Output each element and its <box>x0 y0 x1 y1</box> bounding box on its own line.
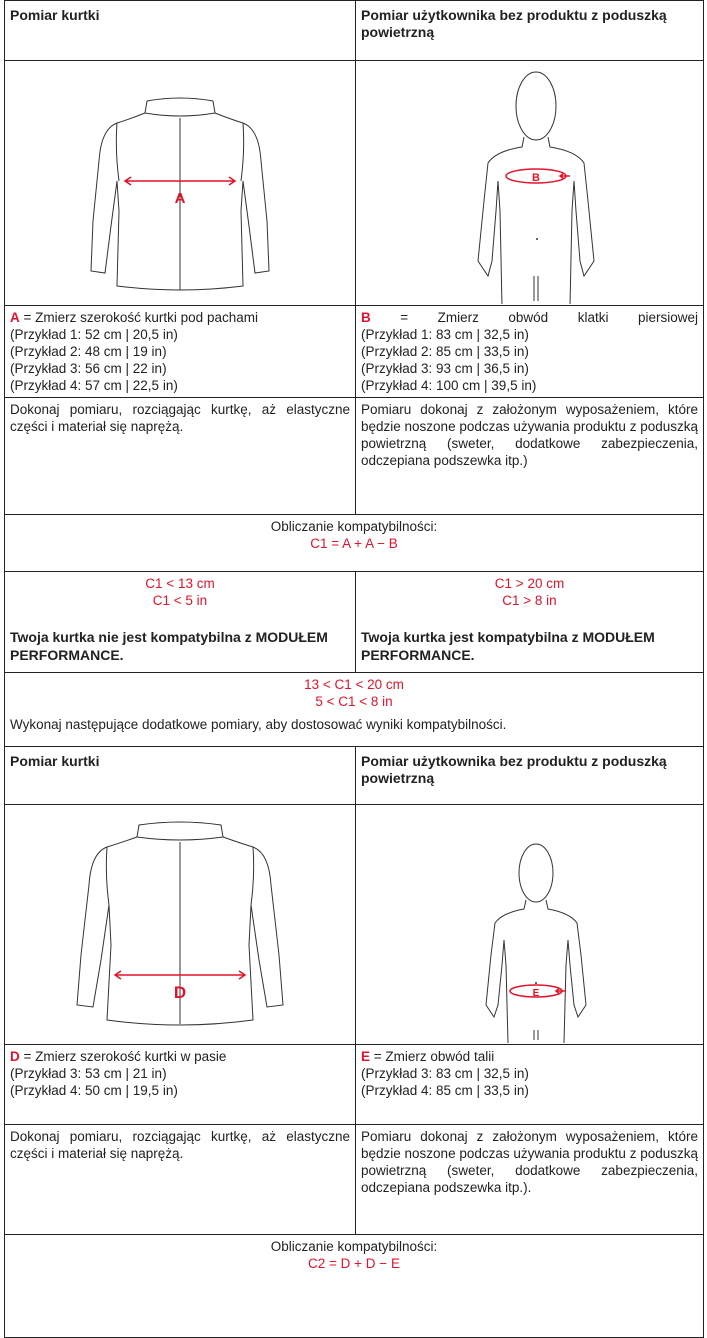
condition: C1 < 13 cm <box>145 576 215 591</box>
table-row: Obliczanie kompatybilności: C1 = A + A − … <box>4 514 704 572</box>
condition: C1 > 20 cm <box>494 576 565 591</box>
condition: 5 < C1 < 8 in <box>315 694 393 709</box>
drawing-part: A = Zmierz szerokość kurtki pod pachami <box>10 309 350 326</box>
example-line: (Przykład 3: 53 cm | 21 in) <box>10 1066 167 1081</box>
table-row: C1 < 13 cm C1 < 5 in Twoja kurtka nie jes… <box>4 571 704 673</box>
text: Wykonaj następujące dodatkowe pomiary, a… <box>10 717 507 732</box>
note-cell: Pomiaru dokonaj z założonym wyposażeniem… <box>355 1124 704 1235</box>
drawing-part <box>115 118 245 290</box>
description-cell: D = Zmierz szerokość kurtki w pasie (Prz… <box>4 1044 356 1125</box>
text: Twoja kurtka jest kompatybilna z MODUŁEM… <box>361 629 655 663</box>
key-label: A <box>10 310 20 325</box>
measurement-table: Pomiar kurtki Pomiar użytkownika bez pro… <box>4 0 704 1338</box>
condition: C1 > 8 in <box>502 593 557 608</box>
header-cell: Pomiar kurtki <box>4 746 356 805</box>
drawing-part <box>123 176 237 186</box>
text: = Zmierz obwód talii <box>373 1049 495 1064</box>
key-label: B <box>361 310 371 325</box>
note-cell: Dokonaj pomiaru, rozciągając kurtkę, aż … <box>4 1124 356 1235</box>
table-row: A = Zmierz szerokość kurtki pod pachami … <box>4 305 704 398</box>
example-line: (Przykład 2: 48 cm | 19 in) <box>10 344 167 359</box>
description-cell: E = Zmierz obwód talii (Przykład 3: 83 c… <box>355 1044 704 1125</box>
header-cell: Pomiar użytkownika bez produktu z podusz… <box>355 746 704 805</box>
example-line: (Przykład 1: 52 cm | 20,5 in) <box>10 327 178 342</box>
drawing-part <box>536 238 538 240</box>
example-line: (Przykład 4: 50 cm | 19,5 in) <box>10 1083 178 1098</box>
note-cell: Pomiaru dokonaj z założonym wyposażeniem… <box>355 397 704 515</box>
header-cell: Pomiar kurtki <box>4 0 356 61</box>
condition: C1 < 5 in <box>152 593 208 608</box>
image-cell: E <box>355 804 704 1045</box>
drawing-part <box>113 970 247 980</box>
table-row: A B <box>4 60 704 306</box>
marker-label: E <box>533 988 540 999</box>
example-line: (Przykład 4: 100 cm | 39,5 in) <box>361 378 537 393</box>
table-row: Dokonaj pomiaru, rozciągając kurtkę, aż … <box>4 397 704 515</box>
drawing-part <box>515 71 557 141</box>
drawing-part: D = Zmierz szerokość kurtki w pasie <box>10 1048 350 1065</box>
image-cell: D <box>4 804 356 1045</box>
key-label: E <box>361 1049 371 1064</box>
drawing-part <box>554 987 566 995</box>
marker-label: B <box>532 172 540 184</box>
table-row: 13 < C1 < 20 cm 5 < C1 < 8 in Wykonaj nas… <box>4 672 704 747</box>
image-cell: A <box>4 60 356 306</box>
text: C2 = D + D − E <box>308 1256 400 1271</box>
example-line: (Przykład 3: 56 cm | 22 in) <box>10 361 167 376</box>
example-line: (Przykład 4: 57 cm | 22,5 in) <box>10 378 178 393</box>
text: Obliczanie kompatybilności: <box>270 519 438 534</box>
example-line: (Przykład 3: 93 cm | 36,5 in) <box>361 361 529 376</box>
drawing-part: B = Zmierz obwód klatki piersiowej <box>361 309 698 326</box>
text: = Zmierz szerokość kurtki w pasie <box>23 1049 227 1064</box>
marker-label: A <box>175 190 186 207</box>
drawing-part <box>535 982 537 984</box>
example-line: (Przykład 1: 83 cm | 32,5 in) <box>361 327 529 342</box>
drawing-part <box>477 136 595 304</box>
jacket-drawing: A <box>90 97 270 291</box>
result-cell: C1 > 20 cm C1 > 8 in Twoja kurtka jest ko… <box>355 571 704 673</box>
image-cell: B <box>355 60 704 306</box>
description-cell: A = Zmierz szerokość kurtki pod pachami … <box>4 305 356 398</box>
drawing-part: E = Zmierz obwód talii <box>361 1048 698 1065</box>
text: = Zmierz szerokość kurtki pod pachami <box>23 310 258 325</box>
drawing-part <box>485 899 587 1043</box>
marker-label: D <box>174 983 186 1002</box>
example-line: (Przykład 3: 83 cm | 32,5 in) <box>361 1066 529 1081</box>
drawing-part <box>144 97 216 117</box>
formula-cell: Obliczanie kompatybilności: C2 = D + D − … <box>4 1234 704 1338</box>
table-row: Obliczanie kompatybilności: C2 = D + D − … <box>4 1234 704 1338</box>
table-row: D E <box>4 804 704 1045</box>
header-cell: Pomiar użytkownika bez produktu z podusz… <box>355 0 704 61</box>
text: C1 = A + A − B <box>310 536 398 551</box>
example-line: (Przykład 4: 85 cm | 33,5 in) <box>361 1083 529 1098</box>
body-drawing: E <box>485 843 587 1043</box>
range-cell: 13 < C1 < 20 cm 5 < C1 < 8 in Wykonaj nas… <box>4 672 704 747</box>
condition: 13 < C1 < 20 cm <box>304 677 404 692</box>
text: Obliczanie kompatybilności: <box>270 1239 438 1254</box>
table-row: D = Zmierz szerokość kurtki w pasie (Prz… <box>4 1044 704 1125</box>
jacket-drawing: D <box>76 821 284 1026</box>
table-row: Dokonaj pomiaru, rozciągając kurtkę, aż … <box>4 1124 704 1235</box>
example-line: (Przykład 2: 85 cm | 33,5 in) <box>361 344 529 359</box>
drawing-part <box>105 842 255 1024</box>
text: Twoja kurtka nie jest kompatybilna z MOD… <box>10 629 328 663</box>
description-cell: B = Zmierz obwód klatki piersiowej (Przy… <box>355 305 704 398</box>
drawing-part <box>518 843 554 903</box>
formula-cell: Obliczanie kompatybilności: C1 = A + A − … <box>4 514 704 572</box>
drawing-part <box>136 821 224 841</box>
note-cell: Dokonaj pomiaru, rozciągając kurtkę, aż … <box>4 397 356 515</box>
key-label: D <box>10 1049 20 1064</box>
table-row: Pomiar kurtki Pomiar użytkownika bez pro… <box>4 0 704 61</box>
drawing-part: Pomiar kurtki Pomiar użytkownika bez pro… <box>4 0 704 1338</box>
body-drawing: B <box>477 71 595 304</box>
table-row: Pomiar kurtki Pomiar użytkownika bez pro… <box>4 746 704 805</box>
text: = Zmierz obwód klatki piersiowej <box>400 310 698 325</box>
result-cell: C1 < 13 cm C1 < 5 in Twoja kurtka nie jes… <box>4 571 356 673</box>
drawing-part <box>558 172 570 180</box>
